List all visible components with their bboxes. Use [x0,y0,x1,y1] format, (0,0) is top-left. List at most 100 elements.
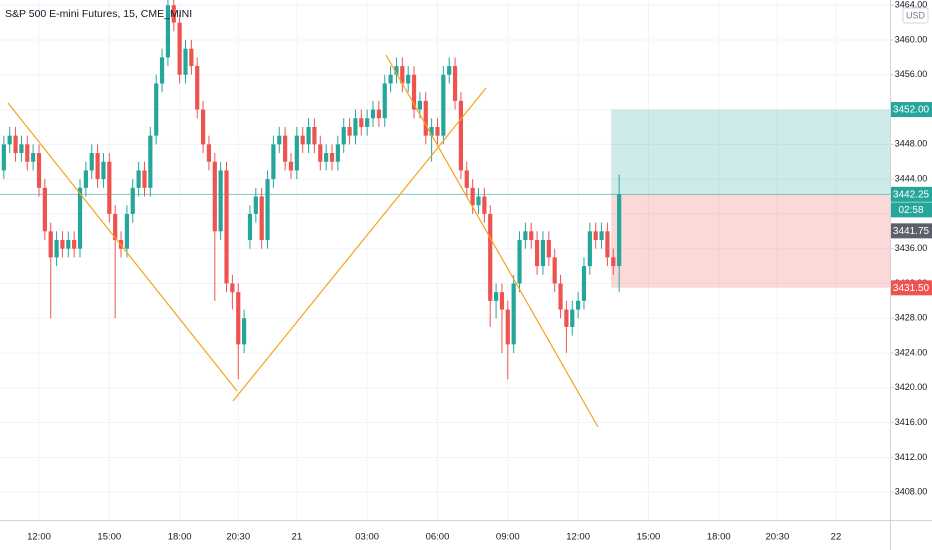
candle-body [19,144,24,154]
candle-body [189,48,194,67]
y-tick-label: 3420.00 [895,382,928,392]
last-price-box [891,186,932,202]
candle-body [318,144,323,162]
candle-body [107,161,112,214]
candle-body [300,135,305,145]
candle-body [546,240,551,258]
candle-body [36,153,42,188]
candle-body [347,126,352,136]
candle-body [593,231,598,240]
candle-body [130,187,135,214]
extra-price-label: 3441.75 [893,226,930,237]
candle-body [482,196,487,214]
candle-body [218,170,223,232]
candle-body [429,126,434,136]
candle-body [212,161,217,232]
y-tick-label: 3464.00 [895,0,928,10]
y-tick-label: 3416.00 [895,417,928,427]
candle-body [54,240,59,258]
candle-body [195,66,200,110]
grid [0,0,890,520]
candle-body [294,135,299,171]
stop-zone [611,194,890,288]
candle-body [447,66,452,75]
candle-body [288,161,294,171]
candle-body [505,309,510,345]
candle-body [177,22,182,75]
candle-body [25,144,30,162]
candle-body [200,109,206,145]
x-tick-label: 15:00 [637,532,661,543]
candle-body [388,74,393,84]
extra-price-box [891,223,932,239]
candle-body [458,100,464,171]
candle-body [470,187,475,206]
candle-body [277,135,282,145]
target-zone [611,109,890,195]
candle-body [423,100,428,136]
candle-body [570,309,575,327]
candle-body [605,231,610,258]
candle-body [564,309,569,327]
candle-body [7,135,12,145]
target-price-label: 3452.00 [893,105,930,116]
x-tick-label: 22 [831,532,842,543]
candle-body [365,118,370,127]
candle-body [540,240,546,267]
time-axis [0,520,932,550]
candle-body [376,109,381,119]
candle-body [154,83,159,136]
candle-body [552,257,557,284]
candle-body [312,126,317,145]
candle-body [31,153,36,162]
candle-body [48,231,53,258]
candle-body [587,231,592,267]
trend-lines [7,54,599,428]
candle-body [523,231,528,240]
target-price-box [891,102,932,118]
candle-body [283,135,288,162]
y-tick-label: 3424.00 [895,347,928,357]
candle-body [599,231,604,240]
candle-body [95,153,100,180]
candle-body [617,194,622,267]
trend-line [385,54,599,428]
candle-body [488,213,493,301]
candle-body [382,83,387,119]
candle-body [370,109,376,119]
candle-body [517,240,522,284]
candle-body [183,48,188,75]
candle-body [435,126,440,136]
countdown: 02:58 [898,205,923,216]
x-tick-label: 20:30 [765,532,789,543]
candle-body [1,144,6,171]
candle-body [113,213,118,240]
price-axis [890,0,932,550]
candle-body [406,74,411,84]
candle-body [535,240,540,267]
candle-body [529,231,534,240]
candle-body [101,161,106,180]
candle-body [493,292,499,301]
candle-body [417,100,422,110]
candle-body [611,257,616,267]
candle-body [224,170,229,284]
candle-body [60,240,65,249]
y-tick-label: 3408.00 [895,487,928,497]
currency-box[interactable] [902,7,929,24]
candle-body [13,135,18,154]
candle-body [329,153,335,162]
candle-body [142,170,147,188]
candle-body [271,144,276,180]
candle-body [206,144,212,162]
candle-body [394,66,399,75]
stop-price-box [891,280,932,296]
candle-body [148,135,153,188]
x-tick-label: 18:00 [707,532,731,543]
candle-body [124,213,129,249]
candle-body [242,318,247,345]
candle-body [476,196,481,206]
candle-body [353,118,358,136]
stop-price-label: 3431.50 [893,283,930,294]
